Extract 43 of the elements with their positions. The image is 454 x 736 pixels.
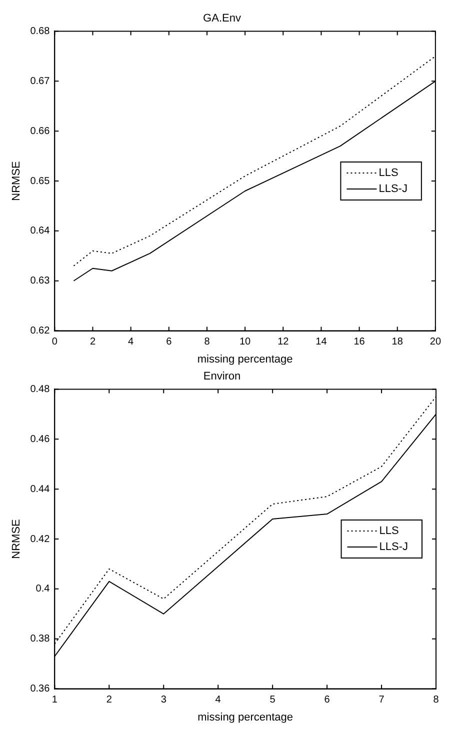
x-tick-label: 0 <box>52 336 58 348</box>
x-tick-label: 8 <box>204 336 210 348</box>
y-tick-label: 0.62 <box>30 326 50 337</box>
legend-label: LLS <box>379 525 399 538</box>
y-axis-title: NRMSE <box>10 161 23 201</box>
x-axis-title: missing percentage <box>197 353 293 366</box>
y-tick-label: 0.4 <box>36 584 50 595</box>
y-tick-label: 0.63 <box>30 276 50 287</box>
y-tick-label: 0.46 <box>30 434 50 445</box>
x-tick-label: 2 <box>106 694 112 706</box>
y-tick-label: 0.38 <box>30 634 50 645</box>
x-tick-label: 12 <box>278 336 290 348</box>
y-tick-label: 0.42 <box>30 534 50 545</box>
y-tick-label: 0.36 <box>30 684 50 695</box>
x-tick-label: 18 <box>392 336 404 348</box>
x-tick-label: 20 <box>430 336 442 348</box>
x-axis-title: missing percentage <box>198 711 294 724</box>
x-tick-label: 7 <box>378 694 385 706</box>
y-tick-label: 0.68 <box>30 26 50 37</box>
chart-title: Environ <box>203 370 241 383</box>
y-tick-label: 0.66 <box>30 126 50 137</box>
x-tick-label: 4 <box>215 694 222 706</box>
y-tick-label: 0.65 <box>30 176 50 187</box>
y-tick-label: 0.67 <box>30 76 50 87</box>
x-tick-label: 6 <box>166 336 172 348</box>
x-tick-label: 8 <box>433 694 440 706</box>
legend-label: LLS-J <box>379 541 408 554</box>
x-tick-label: 10 <box>239 336 252 348</box>
x-tick-label: 5 <box>270 694 276 706</box>
y-tick-label: 0.44 <box>30 484 50 495</box>
x-tick-label: 4 <box>128 336 134 348</box>
x-tick-label: 1 <box>52 694 58 706</box>
y-axis-title: NRMSE <box>10 519 23 559</box>
legend-label: LLS <box>378 167 398 180</box>
y-tick-label: 0.64 <box>30 226 50 237</box>
x-tick-label: 2 <box>90 336 96 348</box>
y-tick-label: 0.48 <box>30 384 50 395</box>
legend-label: LLS-J <box>378 183 408 196</box>
x-tick-label: 6 <box>324 694 330 706</box>
x-tick-label: 16 <box>354 336 366 348</box>
x-tick-label: 3 <box>160 694 167 706</box>
x-tick-label: 14 <box>316 336 328 348</box>
chart-title: GA.Env <box>203 12 242 25</box>
